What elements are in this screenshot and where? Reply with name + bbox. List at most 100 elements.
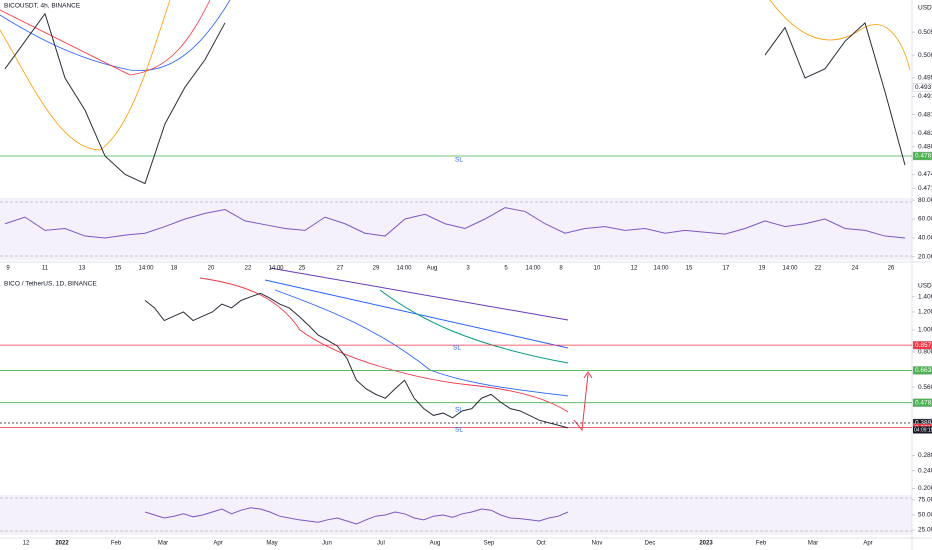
countdown: 04:09:11 <box>914 427 932 433</box>
price-label: 0.857 <box>915 342 932 349</box>
x-tick-label: 14:00 <box>525 266 541 272</box>
x-tick-label: 25 <box>299 266 306 272</box>
y-tick-label: 50.00 <box>918 512 932 519</box>
x-tick-label: 2023 <box>699 541 713 547</box>
y-tick-label: 80.00 <box>918 197 932 204</box>
x-tick-label: 12 <box>23 541 30 547</box>
price-line <box>144 507 569 525</box>
countdown-box <box>913 426 932 434</box>
y-tick-label: 0.240 <box>918 467 932 474</box>
trend-line <box>379 289 569 364</box>
y-tick-label: 25.00 <box>918 527 932 534</box>
price-line <box>144 292 569 429</box>
x-tick-label: 20 <box>208 266 215 272</box>
rsi-background <box>0 495 912 535</box>
moving-average <box>199 277 569 413</box>
x-tick-label: 19 <box>759 266 766 272</box>
x-tick-label: 14:00 <box>138 266 154 272</box>
y-tick-label: 0.480 <box>918 144 932 151</box>
unit-label: USDT <box>918 5 932 12</box>
x-tick-label: Apr <box>213 541 222 547</box>
y-tick-label: 75.00 <box>918 497 932 504</box>
rsi-background <box>0 198 912 260</box>
annotation: SL <box>455 157 463 164</box>
x-tick-label: 13 <box>79 266 86 272</box>
x-tick-label: 14:00 <box>396 266 412 272</box>
price-label: 0.663 <box>915 367 932 374</box>
unit-label: USDT <box>918 283 932 290</box>
x-tick-label: 15 <box>115 266 122 272</box>
x-tick-label: Apr <box>863 541 872 547</box>
chart-title: BICOUSDT, 4h, BINANCE <box>4 3 81 10</box>
x-tick-label: Dec <box>645 541 656 547</box>
x-tick-label: 5 <box>504 266 508 272</box>
x-tick-label: Mar <box>808 541 818 547</box>
y-tick-label: 0.500 <box>918 52 932 59</box>
x-tick-label: 14:00 <box>653 266 669 272</box>
price-label: 0.389 <box>915 420 932 427</box>
x-tick-label: Jun <box>322 541 332 547</box>
x-tick-label: 9 <box>6 266 10 272</box>
y-tick-label: 0.487 <box>918 111 932 118</box>
x-tick-label: 10 <box>594 266 601 272</box>
price-label: 0.478 <box>915 153 932 160</box>
x-tick-label: 14:00 <box>782 266 798 272</box>
annotation: SL <box>453 345 461 352</box>
arrow-head <box>583 371 593 379</box>
x-tick-label: Feb <box>111 541 122 547</box>
y-tick-label: 0.280 <box>918 452 932 459</box>
y-tick-label: 1.400 <box>918 294 932 301</box>
price-line <box>4 12 226 185</box>
x-tick-label: 14:00 <box>268 266 284 272</box>
moving-average <box>0 0 231 72</box>
x-tick-label: 26 <box>888 266 895 272</box>
x-tick-label: 22 <box>245 266 252 272</box>
x-tick-label: 27 <box>337 266 344 272</box>
annotation: SL <box>455 407 463 414</box>
price-label-box <box>912 398 932 407</box>
x-tick-label: 3 <box>466 266 470 272</box>
annotation: SL <box>455 427 463 434</box>
x-tick-label: Oct <box>536 541 546 547</box>
x-tick-label: Aug <box>430 541 441 547</box>
x-tick-label: Nov <box>592 541 603 547</box>
y-tick-label: 0.560 <box>918 384 932 391</box>
x-tick-label: Feb <box>756 541 767 547</box>
y-tick-label: 0.471 <box>918 185 932 192</box>
y-tick-label: 40.00 <box>918 235 932 242</box>
x-tick-label: 24 <box>852 266 859 272</box>
price-line <box>4 207 906 239</box>
x-tick-label: Jul <box>377 541 385 547</box>
projection-arrow <box>573 373 589 432</box>
y-tick-label: 0.474 <box>918 171 932 178</box>
price-label: 0.493 <box>915 84 932 91</box>
y-tick-label: 0.491 <box>918 93 932 100</box>
moving-average <box>769 0 911 71</box>
x-tick-label: 8 <box>559 266 563 272</box>
x-tick-label: May <box>266 541 277 547</box>
chart-title: BICO / TetherUS, 1D, BINANCE <box>4 281 97 288</box>
moving-average <box>274 289 569 397</box>
x-tick-label: 11 <box>42 266 49 272</box>
y-tick-label: 0.495 <box>918 75 932 82</box>
y-tick-label: 0.505 <box>918 29 932 36</box>
price-label-box <box>912 82 932 92</box>
y-tick-label: 0.483 <box>918 130 932 137</box>
price-label-box <box>912 151 932 161</box>
x-tick-label: Mar <box>158 541 168 547</box>
trend-line <box>269 267 569 321</box>
price-line <box>764 22 906 166</box>
x-tick-label: 29 <box>373 266 380 272</box>
price-label: 0.478 <box>915 399 932 406</box>
y-tick-label: 0.800 <box>918 349 932 356</box>
y-tick-label: 20.00 <box>918 254 932 261</box>
y-tick-label: 0.200 <box>918 485 932 492</box>
x-tick-label: 17 <box>723 266 730 272</box>
moving-average <box>0 0 171 151</box>
price-label-box <box>912 366 932 375</box>
x-tick-label: Aug <box>427 266 438 272</box>
moving-average <box>0 0 211 76</box>
x-tick-label: 15 <box>686 266 693 272</box>
